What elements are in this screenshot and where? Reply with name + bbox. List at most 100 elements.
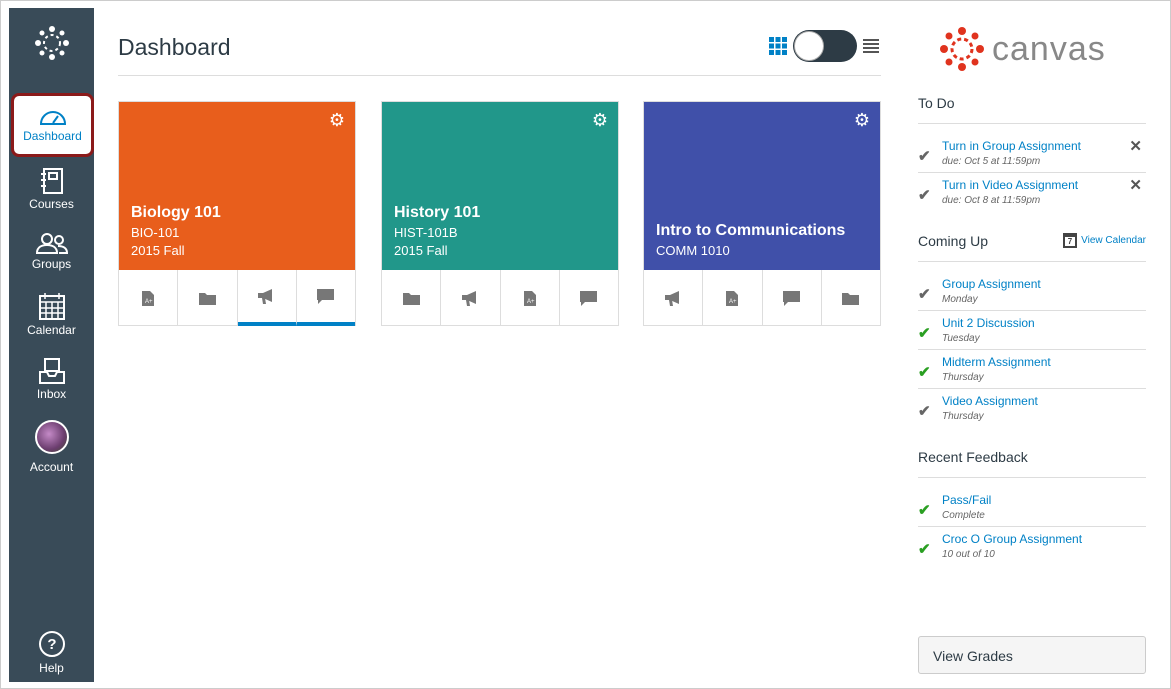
header-divider [118,75,881,76]
view-calendar-link[interactable]: 7 View Calendar [1062,233,1146,248]
nav-item-groups[interactable]: Groups [9,232,94,271]
list-view-icon[interactable] [863,39,879,53]
list-item: ✔ Video Assignment Thursday [918,389,1146,427]
canvas-brand-logo: canvas [940,27,1106,71]
nav-label: Courses [29,197,74,211]
discussion-icon[interactable] [763,270,822,326]
item-link[interactable]: Turn in Group Assignment [942,139,1081,153]
course-card[interactable]: ⚙ Intro to Communications COMM 1010 A+ [643,101,881,326]
gear-icon[interactable]: ⚙ [853,110,870,130]
svg-text:?: ? [47,636,56,653]
calendar-icon [38,293,65,320]
card-view-icon[interactable] [769,37,787,55]
checkmark-icon: ✔ [918,541,931,558]
item-link[interactable]: Turn in Video Assignment [942,178,1079,192]
courses-icon [40,168,63,194]
item-detail: Thursday [942,411,984,422]
course-card[interactable]: ⚙ Biology 101 BIO-101 2015 Fall A+ [118,101,356,326]
assignment-icon[interactable]: A+ [501,270,560,326]
svg-text:A+: A+ [527,299,535,305]
folder-icon[interactable] [822,270,880,326]
list-item: ✔ Croc O Group Assignment 10 out of 10 [918,527,1146,565]
calendar-icon: 7 [1062,233,1078,248]
item-link[interactable]: Unit 2 Discussion [942,316,1035,330]
course-term: 2015 Fall [394,243,448,258]
announcement-icon[interactable] [441,270,501,326]
coming-up-heading: Coming Up 7 View Calendar [918,233,1146,262]
item-link[interactable]: Midterm Assignment [942,355,1051,369]
item-detail: Monday [942,294,978,305]
close-icon[interactable]: ✕ [1129,177,1142,194]
avatar [34,420,69,454]
item-link[interactable]: Pass/Fail [942,493,992,507]
global-nav: Dashboard Courses Groups Calendar Inbox … [9,8,94,682]
gear-icon[interactable]: ⚙ [328,110,345,130]
course-name[interactable]: Biology 101 [131,204,221,221]
course-name[interactable]: Intro to Communications [656,222,846,239]
view-toggle-switch[interactable] [793,30,857,62]
nav-label: Help [39,661,64,675]
list-item: ✔ Pass/Fail Complete [918,488,1146,527]
announcement-icon[interactable] [644,270,704,326]
course-code: BIO-101 [131,225,180,240]
announcement-icon[interactable] [237,270,297,326]
nav-label: Calendar [27,323,76,337]
item-detail: due: Oct 5 at 11:59pm [942,156,1041,167]
todo-heading: To Do [918,95,1146,124]
page-title: Dashboard [118,34,231,60]
course-card[interactable]: ⚙ History 101 HIST-101B 2015 Fall A+ [381,101,619,326]
recent-feedback-heading: Recent Feedback [918,449,1146,478]
help-icon: ? [38,631,65,657]
assignment-icon[interactable]: A+ [119,270,179,326]
discussion-icon[interactable] [560,270,618,326]
item-detail: due: Oct 8 at 11:59pm [942,195,1041,206]
list-item: ✔ Turn in Group Assignment due: Oct 5 at 1… [918,134,1146,173]
checkmark-icon: ✔ [918,502,931,519]
folder-icon[interactable] [178,270,238,326]
course-code: HIST-101B [394,225,458,240]
item-detail: 10 out of 10 [942,549,995,560]
nav-item-help[interactable]: ? Help [9,630,94,675]
nav-label: Account [29,460,74,474]
nav-label: Inbox [36,387,67,401]
checkmark-icon: ✔ [918,364,931,381]
view-grades-button[interactable]: View Grades [918,636,1146,674]
checkmark-icon: ✔ [918,286,931,303]
list-item: ✔ Turn in Video Assignment due: Oct 8 at 1… [918,173,1146,211]
close-icon[interactable]: ✕ [1129,138,1142,155]
nav-item-inbox[interactable]: Inbox [9,358,94,401]
item-detail: Tuesday [942,333,980,344]
nav-item-account[interactable]: Account [9,420,94,474]
view-toggle[interactable] [769,30,879,62]
item-link[interactable]: Croc O Group Assignment [942,532,1083,546]
svg-text:A+: A+ [729,299,737,305]
assignment-icon[interactable]: A+ [703,270,763,326]
list-item: ✔ Unit 2 Discussion Tuesday [918,311,1146,350]
checkmark-icon: ✔ [918,187,931,204]
item-detail: Complete [942,510,985,521]
discussion-icon[interactable] [296,270,355,326]
course-term: 2015 Fall [131,243,185,258]
item-link[interactable]: Video Assignment [942,394,1038,408]
nav-item-dashboard[interactable]: Dashboard [11,93,94,157]
nav-label: Dashboard [23,129,82,143]
item-detail: Thursday [942,372,984,383]
list-item: ✔ Group Assignment Monday [918,272,1146,311]
course-card-header[interactable]: ⚙ Biology 101 BIO-101 2015 Fall [119,102,355,270]
list-item: ✔ Midterm Assignment Thursday [918,350,1146,389]
course-code: COMM 1010 [656,243,730,258]
nav-item-courses[interactable]: Courses [9,168,94,211]
item-link[interactable]: Group Assignment [942,277,1041,291]
checkmark-icon: ✔ [918,403,931,420]
course-name[interactable]: History 101 [394,204,481,221]
svg-text:A+: A+ [145,299,153,305]
gear-icon[interactable]: ⚙ [591,110,608,130]
course-card-header[interactable]: ⚙ History 101 HIST-101B 2015 Fall [382,102,618,270]
folder-icon[interactable] [382,270,442,326]
nav-item-calendar[interactable]: Calendar [9,292,94,337]
canvas-logo-icon[interactable] [35,26,69,60]
groups-icon [35,233,68,254]
course-card-header[interactable]: ⚙ Intro to Communications COMM 1010 [644,102,880,270]
checkmark-icon: ✔ [918,148,931,165]
inbox-icon [38,358,65,384]
